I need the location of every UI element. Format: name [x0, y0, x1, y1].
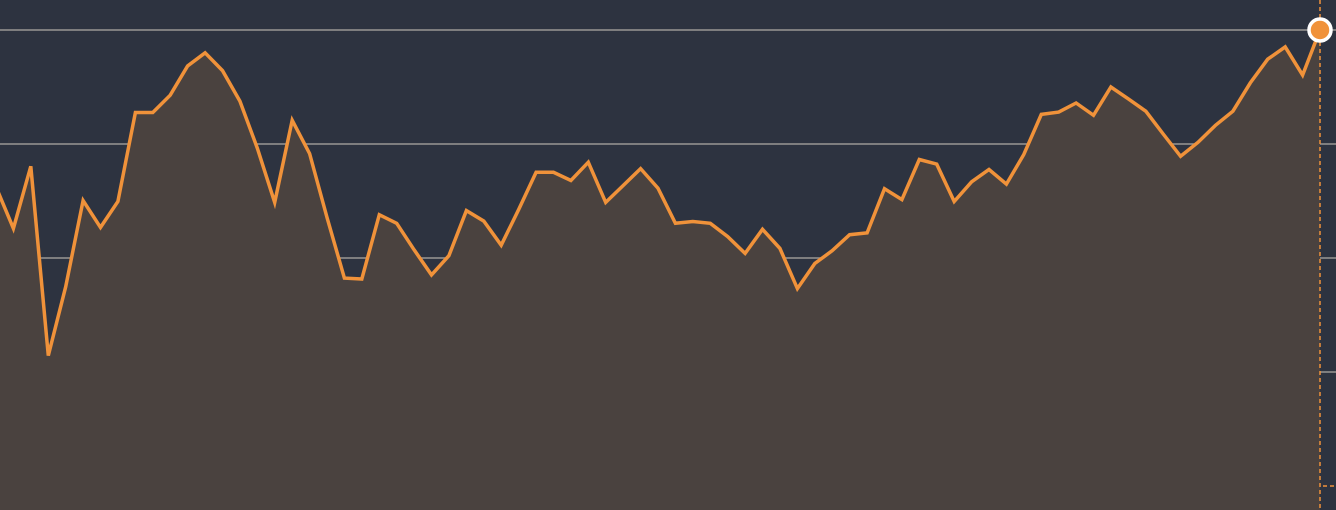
series-area: [0, 30, 1320, 510]
last-point-marker[interactable]: [1307, 17, 1333, 43]
series-line: [0, 29, 1322, 357]
